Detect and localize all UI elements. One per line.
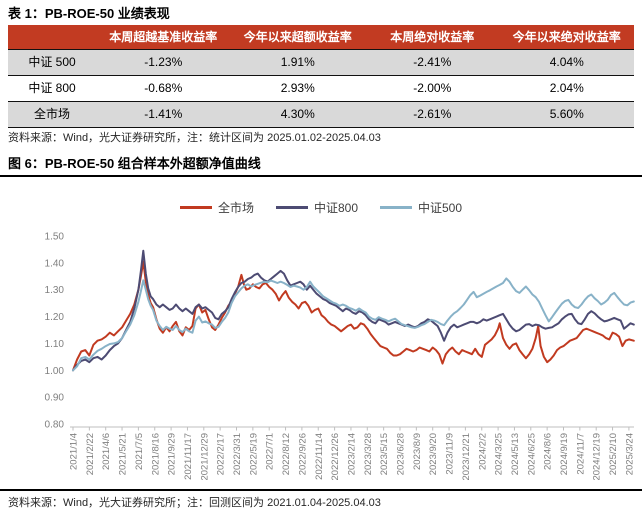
x-axis-tick-label: 2023/12/21: [461, 433, 472, 481]
x-axis-tick-label: 2024/2/2: [477, 433, 488, 470]
x-axis-tick-label: 2023/5/15: [379, 433, 390, 475]
table-cell: -2.00%: [365, 75, 500, 102]
y-axis-tick-label: 1.30: [45, 285, 65, 296]
legend-line-swatch: [380, 206, 412, 209]
x-axis-tick-label: 2023/2/14: [346, 433, 357, 475]
legend-item: 中证500: [380, 199, 462, 216]
table-header-cell: 本周绝对收益率: [365, 25, 500, 50]
table-header-cell: 今年以来超额收益率: [230, 25, 365, 50]
chart-bottom-rule: [0, 489, 642, 491]
table-cell: -2.61%: [365, 101, 500, 128]
series-line-全市场: [72, 260, 635, 372]
table-cell: 2.93%: [230, 75, 365, 102]
chart-source-note: 资料来源：Wind，光大证券研究所；注：回测区间为 2021.01.04-202…: [8, 497, 381, 509]
table-cell: 1.91%: [230, 49, 365, 76]
x-axis-tick-label: 2023/6/28: [396, 433, 407, 475]
x-axis-tick-label: 2022/5/19: [248, 433, 259, 475]
table-header-cell: 本周超越基准收益率: [96, 25, 231, 50]
series-line-中证500: [72, 277, 635, 372]
table-source-note: 资料来源：Wind，光大证券研究所，注：统计区间为 2025.01.02-202…: [8, 132, 381, 144]
x-axis-tick-label: 2023/11/9: [445, 433, 456, 475]
legend-item: 全市场: [179, 199, 254, 216]
x-axis-tick-label: 2023/8/9: [412, 433, 423, 470]
x-axis-tick-label: 2021/7/5: [134, 433, 145, 470]
x-axis-tick-label: 2021/9/29: [167, 433, 178, 475]
legend-label: 中证800: [313, 201, 358, 215]
x-axis-tick-label: 2022/8/12: [281, 433, 292, 475]
x-axis-tick-label: 2025/3/24: [624, 433, 635, 475]
x-axis-tick-label: 2021/8/16: [150, 433, 161, 475]
x-axis-tick-label: 2021/4/6: [101, 433, 112, 470]
figure-title: 图 6：PB-ROE-50 组合样本外超额净值曲线: [8, 156, 261, 171]
table-cell: 4.30%: [230, 101, 365, 128]
table-title: 表 1：PB-ROE-50 业绩表现: [8, 6, 170, 21]
row-label: 全市场: [8, 101, 96, 128]
chart-area: 1.50 1.40 1.30 1.20 1.10 1.00 0.90 0.80 2021/1/4…: [0, 177, 642, 489]
x-axis-tick-label: 2021/11/17: [183, 433, 194, 480]
legend-label: 全市场: [217, 201, 254, 215]
y-axis-tick-label: 1.40: [45, 258, 65, 269]
x-axis-tick-label: 2021/2/22: [85, 433, 96, 475]
table-cell: 5.60%: [499, 101, 634, 128]
table-cell: -2.41%: [365, 49, 500, 76]
x-axis-tick-label: 2021/1/4: [69, 433, 80, 470]
y-axis-tick-label: 0.90: [45, 393, 65, 404]
x-axis-tick-label: 2024/6/25: [526, 433, 537, 475]
x-axis-tick-label: 2021/12/29: [199, 433, 210, 481]
y-axis-tick-label: 1.10: [45, 339, 65, 350]
table-cell: -0.68%: [96, 75, 231, 102]
x-axis-tick-label: 2024/11/7: [575, 433, 586, 475]
x-axis-tick-label: 2024/9/19: [559, 433, 570, 475]
table-header-cell: 今年以来绝对收益率: [499, 25, 634, 50]
table-header-empty-cell: [8, 25, 96, 50]
legend-line-swatch: [275, 206, 308, 209]
table-cell: 4.04%: [499, 49, 634, 76]
x-axis-tick-label: 2022/3/31: [232, 433, 243, 475]
table-header-row: 本周超越基准收益率 今年以来超额收益率 本周绝对收益率 今年以来绝对收益率: [8, 25, 634, 50]
x-axis-tick-label: 2023/3/28: [363, 433, 374, 475]
figure-title-rule: [0, 175, 642, 177]
y-axis-tick-label: 1.20: [45, 312, 65, 323]
row-label: 中证 800: [8, 75, 96, 102]
x-axis-tick-label: 2022/11/14: [314, 433, 325, 480]
table-cell: -1.23%: [96, 49, 231, 76]
x-axis-tick-label: 2025/2/10: [608, 433, 619, 475]
x-axis-tick-label: 2024/5/13: [510, 433, 521, 475]
x-axis-tick-label: 2022/7/1: [265, 433, 276, 470]
x-axis-tick-label: 2024/12/19: [592, 433, 603, 481]
series-line-中证800: [72, 249, 635, 372]
x-axis-tick-label: 2024/8/6: [543, 433, 554, 470]
performance-table: 本周超越基准收益率 今年以来超额收益率 本周绝对收益率 今年以来绝对收益率 中证…: [8, 25, 634, 128]
y-axis-tick-label: 1.50: [45, 232, 65, 243]
table-row: 中证 500 -1.23% 1.91% -2.41% 4.04%: [8, 49, 634, 76]
legend-label: 中证500: [418, 201, 463, 215]
legend-item: 中证800: [275, 199, 358, 216]
x-axis-tick-label: 2022/9/26: [297, 433, 308, 475]
y-axis-tick-label: 1.00: [45, 366, 65, 377]
table-body: 中证 500 -1.23% 1.91% -2.41% 4.04% 中证 800 -0.68%…: [8, 49, 634, 128]
chart-legend: 全市场 中证800 中证500: [0, 199, 642, 216]
chart-plot: 1.50 1.40 1.30 1.20 1.10 1.00 0.90 0.80 2021/1/4…: [45, 232, 636, 481]
x-axis-tick-label: 2022/2/17: [216, 433, 227, 475]
x-axis-tick-label: 2024/3/25: [494, 433, 505, 475]
row-label: 中证 500: [8, 49, 96, 76]
table-row: 全市场 -1.41% 4.30% -2.61% 5.60%: [8, 101, 634, 128]
table-cell: 2.04%: [499, 75, 634, 102]
table-cell: -1.41%: [96, 101, 231, 128]
x-axis-tick-label: 2021/5/21: [118, 433, 129, 475]
table-row: 中证 800 -0.68% 2.93% -2.00% 2.04%: [8, 75, 634, 102]
x-axis-tick-label: 2022/12/26: [330, 433, 341, 481]
x-axis-tick-label: 2023/9/20: [428, 433, 439, 475]
y-axis-tick-label: 0.80: [45, 419, 65, 430]
legend-line-swatch: [179, 206, 212, 209]
